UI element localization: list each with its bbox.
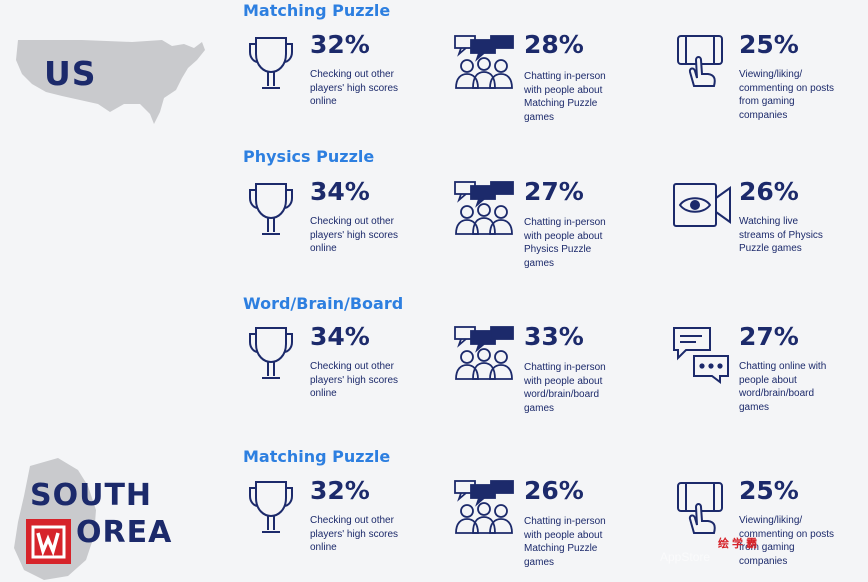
stat-description: Checking out other players' high scores …: [310, 216, 399, 254]
stat-percent: 33%: [524, 322, 584, 351]
stat-description: Viewing/liking/ commenting on posts from…: [739, 515, 835, 567]
stat-percent: 26%: [524, 476, 584, 505]
stat-percent: 27%: [524, 177, 584, 206]
stat-description: Chatting in-person with people about wor…: [524, 362, 606, 414]
stat-description: Chatting in-person with people about Phy…: [524, 217, 606, 269]
watermark-logo: [26, 519, 71, 564]
stat-description: Chatting in-person with people about Mat…: [524, 71, 606, 123]
us-label: US: [44, 54, 97, 93]
eye-stream-icon: [672, 182, 732, 228]
people-chat-icon: [453, 180, 515, 238]
trophy-icon: [248, 182, 294, 238]
category-title: Matching Puzzle: [243, 447, 391, 466]
stat-description: Watching live streams of Physics Puzzle …: [739, 216, 823, 254]
stat-description: Viewing/liking/ commenting on posts from…: [739, 69, 835, 121]
watermark-text: AppStore: [660, 550, 711, 564]
stat-description: Chatting online with people about word/b…: [739, 361, 827, 413]
phone-tap-icon: [676, 481, 726, 539]
people-chat-icon: [453, 34, 515, 92]
south-korea-label-line2: OREA: [76, 515, 173, 550]
stat-percent: 28%: [524, 30, 584, 59]
people-chat-icon: [453, 325, 515, 383]
category-title: Matching Puzzle: [243, 1, 391, 20]
stat-percent: 32%: [310, 30, 370, 59]
phone-tap-icon: [676, 34, 726, 92]
stat-description: Chatting in-person with people about Mat…: [524, 516, 606, 568]
trophy-icon: [248, 326, 294, 382]
stat-percent: 27%: [739, 322, 799, 351]
stat-percent: 25%: [739, 476, 799, 505]
chat-bubbles-icon: [672, 326, 730, 384]
us-map-shape: [16, 40, 205, 124]
category-title: Word/Brain/Board: [243, 294, 404, 313]
stat-percent: 25%: [739, 30, 799, 59]
stat-description: Checking out other players' high scores …: [310, 361, 399, 399]
trophy-icon: [248, 480, 294, 536]
stat-percent: 26%: [739, 177, 799, 206]
stat-percent: 34%: [310, 177, 370, 206]
south-korea-label-line1: SOUTH: [30, 478, 153, 513]
trophy-icon: [248, 36, 294, 92]
watermark-red-text: 绘 学 霸: [718, 538, 758, 550]
people-chat-icon: [453, 479, 515, 537]
stat-percent: 34%: [310, 322, 370, 351]
stat-description: Checking out other players' high scores …: [310, 515, 399, 553]
stat-percent: 32%: [310, 476, 370, 505]
stat-description: Checking out other players' high scores …: [310, 69, 399, 107]
category-title: Physics Puzzle: [243, 147, 375, 166]
